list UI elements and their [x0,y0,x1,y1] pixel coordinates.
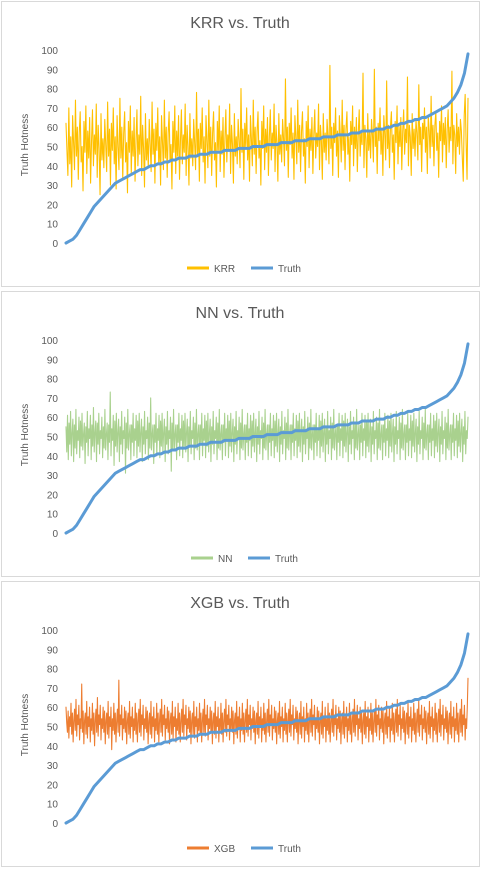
y-tick-label: 70 [47,394,59,405]
y-tick-label: 80 [47,665,59,676]
truth-series-line [64,52,470,245]
chart-nn: NN vs. Truth Truth Hotness 0 10 20 30 40 50 60… [20,305,470,565]
legend-label-predicted: KRR [214,264,235,275]
predicted-series-line [65,677,469,751]
y-axis-ticks: 0 10 20 30 40 50 60 70 80 90 100 [41,46,58,250]
y-tick-label: 40 [47,742,59,753]
y-tick-label: 0 [52,239,58,250]
truth-series-line [64,632,470,825]
truth-series-line [64,342,470,535]
y-tick-label: 10 [47,510,59,521]
y-tick-label: 20 [47,490,59,501]
y-tick-label: 20 [47,780,59,791]
y-tick-label: 0 [52,819,58,830]
y-axis-ticks: 0 10 20 30 40 50 60 70 80 90 100 [41,626,58,830]
legend: NN Truth [191,554,298,565]
legend-label-truth: Truth [275,554,298,565]
predicted-series-line [65,391,469,474]
y-tick-label: 40 [47,452,59,463]
y-axis-label: Truth Hotness [20,404,31,466]
y-tick-label: 60 [47,413,59,424]
chart-title: XGB vs. Truth [190,595,290,612]
y-tick-label: 30 [47,471,59,482]
chart-xgb: XGB vs. Truth Truth Hotness 0 10 20 30 40 50 6… [20,595,470,855]
y-tick-label: 0 [52,529,58,540]
y-tick-label: 30 [47,761,59,772]
chart-title: NN vs. Truth [196,305,285,322]
y-tick-label: 90 [47,65,59,76]
y-tick-label: 60 [47,123,59,134]
y-tick-label: 100 [41,46,58,57]
y-tick-label: 80 [47,375,59,386]
chart-panel-krr: KRR vs. Truth Truth Hotness 0 10 20 30 40 50 6… [1,1,480,287]
y-tick-label: 30 [47,181,59,192]
legend-label-predicted: XGB [214,844,235,855]
y-tick-label: 10 [47,220,59,231]
y-tick-label: 100 [41,626,58,637]
chart-panel-nn: NN vs. Truth Truth Hotness 0 10 20 30 40 50 60… [1,291,480,577]
y-tick-label: 40 [47,162,59,173]
legend-label-predicted: NN [218,554,232,565]
chart-panel-xgb: XGB vs. Truth Truth Hotness 0 10 20 30 40 50 6… [1,581,480,867]
y-axis-ticks: 0 10 20 30 40 50 60 70 80 90 100 [41,336,58,540]
y-tick-label: 50 [47,723,59,734]
plot-area [64,632,470,825]
y-axis-label: Truth Hotness [20,114,31,176]
y-tick-label: 70 [47,684,59,695]
y-tick-label: 100 [41,336,58,347]
chart-title: KRR vs. Truth [190,15,290,32]
legend-label-truth: Truth [278,844,301,855]
y-tick-label: 10 [47,800,59,811]
y-tick-label: 50 [47,143,59,154]
y-tick-label: 90 [47,645,59,656]
y-tick-label: 20 [47,200,59,211]
chart-krr: KRR vs. Truth Truth Hotness 0 10 20 30 40 50 6… [20,15,470,275]
y-tick-label: 60 [47,703,59,714]
y-tick-label: 50 [47,433,59,444]
y-tick-label: 70 [47,104,59,115]
y-tick-label: 90 [47,355,59,366]
legend-label-truth: Truth [278,264,301,275]
y-axis-label: Truth Hotness [20,694,31,756]
legend: KRR Truth [187,264,301,275]
y-tick-label: 80 [47,85,59,96]
plot-area [64,342,470,535]
plot-area [64,52,470,245]
legend: XGB Truth [187,844,301,855]
predicted-series-line [65,64,469,196]
